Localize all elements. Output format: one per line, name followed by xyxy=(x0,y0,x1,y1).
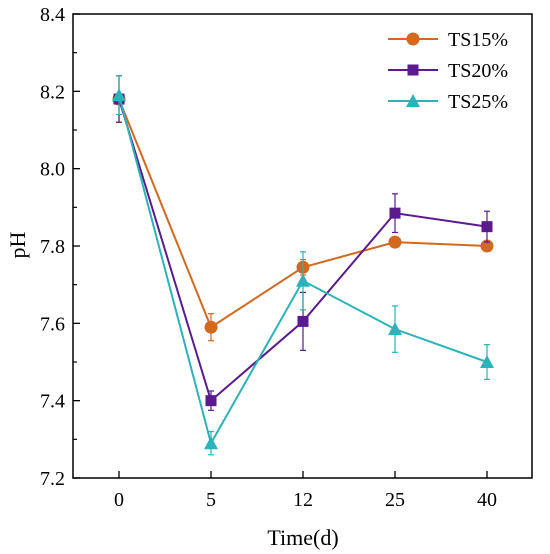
y-tick-label: 7.8 xyxy=(40,236,65,258)
series-layer xyxy=(112,75,494,456)
y-tick-label: 7.2 xyxy=(40,468,65,490)
square-marker xyxy=(481,221,493,233)
square-marker xyxy=(205,395,217,407)
y-tick-label: 8.0 xyxy=(40,159,65,181)
series-line xyxy=(118,98,488,403)
triangle-marker xyxy=(480,355,494,368)
square-marker xyxy=(389,207,401,219)
square-marker xyxy=(297,315,309,327)
x-tick-label: 5 xyxy=(206,489,216,511)
series-3 xyxy=(112,75,494,456)
legend-item-1: TS15% xyxy=(388,29,508,51)
triangle-marker xyxy=(204,436,218,450)
y-tick-label: 8.4 xyxy=(40,4,65,26)
triangle-marker xyxy=(112,88,126,102)
y-tick-label: 8.2 xyxy=(40,81,65,103)
x-tick-label: 12 xyxy=(293,489,313,511)
circle-marker xyxy=(204,320,218,334)
x-tick-label: 25 xyxy=(385,489,405,511)
legend-label: TS25% xyxy=(448,91,508,113)
triangle-marker xyxy=(388,322,402,336)
legend-label: TS20% xyxy=(448,60,508,82)
x-axis-title: Time(d) xyxy=(267,525,338,550)
triangle-marker xyxy=(296,273,310,287)
legend-label: TS15% xyxy=(448,29,508,51)
square-marker xyxy=(407,64,419,76)
y-tick-label: 7.6 xyxy=(40,313,65,335)
y-tick-label: 7.4 xyxy=(40,391,65,413)
legend: TS15% TS20% TS25% xyxy=(388,29,508,113)
y-axis-title: pH xyxy=(5,231,30,258)
plot-frame xyxy=(72,13,533,479)
triangle-marker xyxy=(406,94,420,107)
circle-marker xyxy=(388,235,402,249)
legend-item-3: TS25% xyxy=(388,91,508,113)
x-tick-label: 0 xyxy=(114,489,124,511)
legend-item-2: TS20% xyxy=(388,60,508,82)
x-tick-label: 40 xyxy=(477,489,497,511)
circle-marker xyxy=(406,32,420,46)
axes: 7.2 7.4 7.6 7.8 8.0 8.2 8.4 0 5 12 25 40 xyxy=(40,4,533,511)
